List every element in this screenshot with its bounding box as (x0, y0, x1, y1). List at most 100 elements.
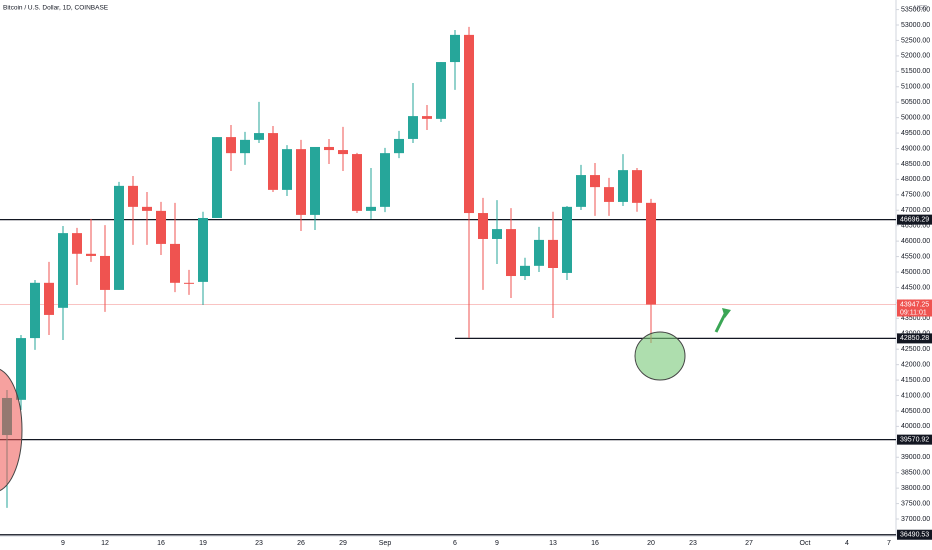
y-tick-label: 40500.00 (901, 408, 930, 415)
level-label: 39570.92 (900, 436, 929, 443)
x-tick-label: 29 (339, 540, 347, 547)
candle-body (44, 282, 54, 315)
y-tick-label: 42500.00 (901, 346, 930, 353)
candle-body (380, 153, 390, 207)
candle-body (464, 34, 474, 214)
candle-body (408, 116, 418, 139)
y-tick-label: 53500.00 (901, 6, 930, 13)
y-tick-label: 41500.00 (901, 377, 930, 384)
y-tick-label: 51500.00 (901, 68, 930, 75)
candle-body (100, 255, 110, 290)
x-tick-label: 7 (887, 540, 891, 547)
candle-body (520, 265, 530, 277)
candle-body (478, 213, 488, 239)
level-label: 42850.28 (900, 335, 929, 342)
chart-title: Bitcoin / U.S. Dollar, 1D, COINBASE (3, 5, 109, 12)
y-tick-label: 38000.00 (901, 485, 930, 492)
candle-body (394, 138, 404, 154)
candle-body (170, 243, 180, 283)
candle-body (310, 146, 320, 215)
plot (0, 26, 896, 536)
candle-body (576, 175, 586, 207)
y-tick-label: 48000.00 (901, 176, 930, 183)
y-tick-label: 42000.00 (901, 361, 930, 368)
candle-body (58, 233, 68, 308)
x-tick-label: 12 (101, 540, 109, 547)
x-tick-label: 20 (647, 540, 655, 547)
x-tick-label: 23 (255, 540, 263, 547)
x-tick-label: 9 (61, 540, 65, 547)
last-price-label: 43947.25 (900, 301, 929, 308)
y-tick-label: 50500.00 (901, 99, 930, 106)
candle-body (338, 150, 348, 155)
y-tick-label: 50000.00 (901, 114, 930, 121)
level-label: 36490.53 (900, 532, 929, 539)
candle-body (114, 185, 124, 290)
red-highlight (0, 368, 23, 492)
candle-body (226, 137, 236, 154)
x-tick-label: 27 (745, 540, 753, 547)
y-tick-label: 44500.00 (901, 284, 930, 291)
candle-body (450, 34, 460, 63)
candle-body (198, 217, 208, 282)
y-tick-label: 52000.00 (901, 53, 930, 60)
candle-body (492, 229, 502, 239)
y-tick-label: 53000.00 (901, 22, 930, 29)
candle-body (16, 338, 26, 400)
y-tick-label: 47500.00 (901, 192, 930, 199)
last-price-bg (897, 299, 932, 317)
x-tick-label: 13 (549, 540, 557, 547)
y-tick-label: 49500.00 (901, 130, 930, 137)
y-tick-label: 37500.00 (901, 500, 930, 507)
x-tick-label: Oct (800, 540, 811, 547)
candle-body (422, 116, 432, 119)
candle-body (324, 146, 334, 151)
candle-body (548, 239, 558, 268)
x-tick-label: 6 (453, 540, 457, 547)
level-label: 46696.29 (900, 216, 929, 223)
candle-body (506, 229, 516, 277)
x-tick-label: 16 (157, 540, 165, 547)
y-tick-label: 40000.00 (901, 423, 930, 430)
y-tick-label: 47000.00 (901, 207, 930, 214)
candle-body (352, 154, 362, 211)
level-label-bg (897, 333, 932, 344)
countdown-label: 09:11:01 (900, 309, 927, 316)
x-tick-label: 26 (297, 540, 305, 547)
y-tick-label: 39000.00 (901, 454, 930, 461)
y-tick-label: 49000.00 (901, 145, 930, 152)
candle-body (296, 149, 306, 215)
candle-body (156, 210, 166, 244)
y-tick-label: 45000.00 (901, 269, 930, 276)
x-tick-label: 19 (199, 540, 207, 547)
x-tick-label: 16 (591, 540, 599, 547)
candle-body (562, 206, 572, 273)
green-highlight (634, 331, 686, 381)
candle-body (282, 149, 292, 190)
candle-body (618, 170, 628, 202)
y-tick-label: 46500.00 (901, 223, 930, 230)
candle-body (72, 233, 82, 254)
level-label-bg (897, 214, 932, 225)
x-tick-label: Sep (379, 540, 392, 547)
x-tick-label: 4 (845, 540, 849, 547)
candle-body (30, 282, 40, 339)
level-label-bg (897, 529, 932, 540)
up-arrow (714, 308, 731, 333)
candle-body (646, 202, 656, 305)
y-tick-label: 37000.00 (901, 516, 930, 523)
level-label-bg (897, 434, 932, 445)
candle-body (590, 175, 600, 188)
candle-body (86, 253, 96, 256)
x-tick-label: 9 (495, 540, 499, 547)
candle-body (142, 206, 152, 211)
y-tick-label: 43500.00 (901, 315, 930, 322)
y-tick-label: 41000.00 (901, 392, 930, 399)
y-tick-label: 46000.00 (901, 238, 930, 245)
x-tick-label: 23 (689, 540, 697, 547)
candle-body (240, 139, 250, 154)
candle-body (184, 282, 194, 284)
y-tick-label: 48500.00 (901, 161, 930, 168)
candle-body (366, 206, 376, 211)
candle-body (436, 62, 446, 119)
